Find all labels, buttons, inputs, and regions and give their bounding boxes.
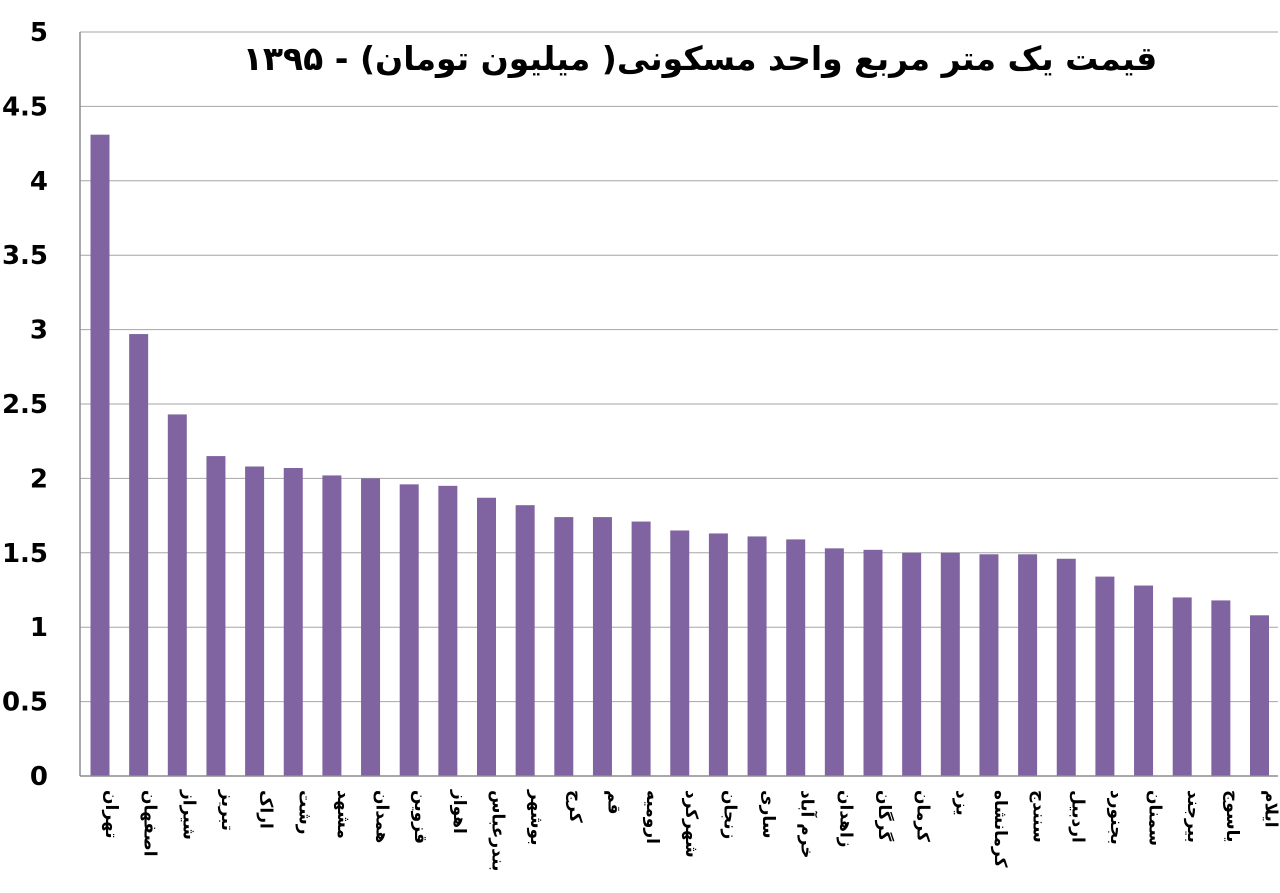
x-tick-label: رشت <box>294 790 314 835</box>
x-tick-label: قم <box>603 790 623 814</box>
bar <box>283 467 303 776</box>
bar <box>206 456 226 776</box>
y-tick-label: 5 <box>30 18 48 48</box>
x-tick-label: سمنان <box>1145 790 1165 846</box>
x-tick-label: ارومیه <box>642 790 662 844</box>
y-tick-label: 2 <box>30 464 48 494</box>
y-tick-label: 2.5 <box>2 390 48 420</box>
chart-title: قیمت یک متر مربع واحد مسکونی( میلیون توم… <box>243 39 1158 79</box>
bars <box>90 134 1269 776</box>
x-tick-label: ایلام <box>1261 790 1280 828</box>
y-tick-label: 3 <box>30 316 48 346</box>
x-tick-label: بیرجند <box>1183 790 1203 843</box>
gridlines <box>80 31 1278 703</box>
bar <box>1172 597 1192 776</box>
bar <box>592 517 612 776</box>
y-tick-label: 1.5 <box>2 539 48 569</box>
bar <box>129 334 149 776</box>
x-tick-label: تهران <box>101 790 121 839</box>
bar <box>477 497 496 776</box>
x-tick-label: کرج <box>565 790 585 823</box>
x-tick-label: زاهدان <box>835 790 855 848</box>
x-tick-label: کرمانشاه <box>990 790 1010 868</box>
bar <box>786 539 806 776</box>
x-tick-label: اصفهان <box>140 790 160 857</box>
x-tick-label: بوشهر <box>526 789 546 846</box>
bar <box>1095 576 1115 776</box>
x-tick-label: بندرعباس <box>488 790 508 871</box>
x-tick-labels: تهران اصفهان شیراز تبریز اراک رشت مشهد همدان قزو… <box>101 789 1280 871</box>
x-tick-label: یاسوج <box>1222 790 1242 842</box>
bar <box>361 478 381 776</box>
bar <box>1250 615 1269 776</box>
bar <box>670 530 690 776</box>
x-tick-label: ساری <box>758 790 778 838</box>
x-tick-label: خرم آباد <box>797 790 819 859</box>
bar <box>863 549 883 776</box>
x-tick-label: کرمان <box>913 790 933 842</box>
x-tick-label: گرگان <box>874 790 895 841</box>
bar <box>399 484 419 776</box>
bar <box>1211 600 1231 776</box>
bar <box>1056 558 1076 776</box>
y-tick-label: 4.5 <box>2 92 48 122</box>
x-tick-label: قزوین <box>410 790 430 844</box>
y-tick-label: 0.5 <box>2 688 48 718</box>
bar <box>902 552 922 776</box>
x-tick-label: زنجان <box>719 790 739 839</box>
x-tick-label: سنندج <box>1029 790 1049 843</box>
bar <box>1134 585 1154 776</box>
x-tick-label: اردبیل <box>1067 790 1087 843</box>
bar <box>979 554 999 776</box>
bar <box>554 517 574 776</box>
bar <box>940 552 960 776</box>
bar <box>515 505 535 776</box>
bar <box>1018 554 1038 776</box>
x-tick-label: شهرکرد <box>681 790 701 858</box>
y-tick-label: 3.5 <box>2 241 48 271</box>
bar <box>245 466 265 776</box>
bar <box>167 414 187 776</box>
y-tick-label: 1 <box>30 613 48 643</box>
bar <box>747 536 767 776</box>
bar <box>438 485 458 776</box>
x-tick-label: بجنورد <box>1106 790 1126 845</box>
x-tick-label: یزد <box>951 790 971 816</box>
bar <box>824 548 844 776</box>
bar <box>708 533 728 776</box>
y-tick-label: 0 <box>30 762 48 792</box>
x-tick-label: شیراز <box>178 789 198 840</box>
y-tick-label: 4 <box>30 167 48 197</box>
y-tick-labels: 0 0.5 1 1.5 2 2.5 3 3.5 4 4.5 5 <box>2 18 48 792</box>
bar <box>631 521 651 776</box>
x-tick-label: اراک <box>256 790 276 829</box>
bar <box>90 134 110 776</box>
x-tick-label: تبریز <box>217 789 237 831</box>
x-tick-label: اهواز <box>449 789 469 834</box>
bar <box>322 475 342 776</box>
x-tick-label: همدان <box>372 790 392 843</box>
x-tick-label: مشهد <box>333 790 353 839</box>
axes <box>79 32 1278 777</box>
